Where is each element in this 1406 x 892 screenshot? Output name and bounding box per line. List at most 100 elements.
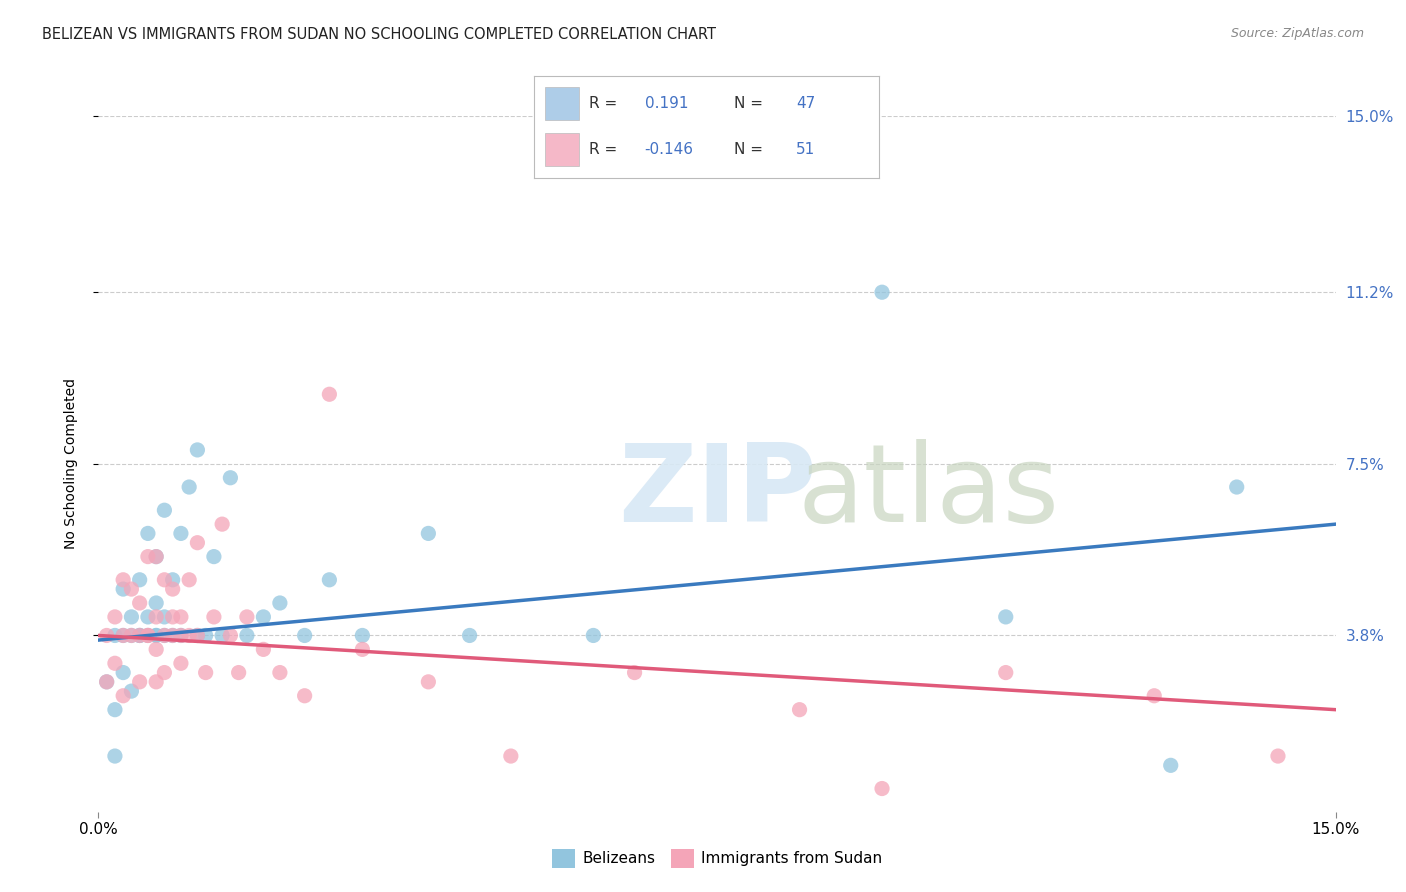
Point [994,665,1017,680]
Point [128,596,150,610]
Point [153,628,176,642]
Point [96,628,118,642]
Point [104,703,127,717]
Point [128,628,150,642]
Point [211,517,233,532]
Point [104,749,127,764]
Point [104,610,127,624]
Point [870,781,893,796]
Point [179,573,201,587]
Point [269,596,291,610]
Point [128,573,150,587]
Point [236,610,259,624]
Point [136,628,159,642]
Point [145,628,167,642]
Text: 47: 47 [796,96,815,111]
Bar [544,87,579,120]
Text: R =: R = [589,142,617,157]
Point [170,610,193,624]
Point [145,642,167,657]
Point [318,387,340,401]
Point [145,596,167,610]
Point [1226,480,1249,494]
Point [228,665,250,680]
Point [145,549,167,564]
Text: -0.146: -0.146 [644,142,693,157]
Point [458,628,481,642]
Text: N =: N = [734,96,763,111]
Point [499,749,522,764]
Point [318,573,340,587]
Point [186,628,208,642]
Point [162,573,184,587]
Point [153,628,176,642]
Point [162,610,184,624]
Point [104,657,127,671]
Point [211,628,233,642]
Point [96,674,118,689]
Point [202,610,225,624]
Point [104,628,127,642]
Point [170,657,193,671]
Point [994,610,1017,624]
Point [162,628,184,642]
Point [153,503,176,517]
Point [170,628,193,642]
Point [153,665,176,680]
Bar [544,133,579,166]
Text: 51: 51 [796,142,815,157]
Point [120,684,142,698]
Point [202,549,225,564]
Point [1160,758,1182,772]
Point [136,628,159,642]
Point [186,628,208,642]
Point [194,665,217,680]
Point [112,665,135,680]
Point [186,442,208,457]
Point [294,628,316,642]
Point [179,628,201,642]
Point [219,471,242,485]
Point [623,665,645,680]
Point [136,549,159,564]
Point [145,610,167,624]
Point [136,610,159,624]
Point [112,628,135,642]
Point [120,582,142,596]
Point [352,628,374,642]
Point [269,665,291,680]
Text: N =: N = [734,142,763,157]
Text: R =: R = [589,96,617,111]
Text: BELIZEAN VS IMMIGRANTS FROM SUDAN NO SCHOOLING COMPLETED CORRELATION CHART: BELIZEAN VS IMMIGRANTS FROM SUDAN NO SCH… [42,27,716,42]
Point [236,628,259,642]
Text: 0.191: 0.191 [644,96,688,111]
Point [120,628,142,642]
Point [252,610,274,624]
Point [96,674,118,689]
Point [1143,689,1166,703]
Point [153,573,176,587]
Point [145,674,167,689]
Point [294,689,316,703]
Point [136,526,159,541]
Text: atlas: atlas [797,439,1060,545]
Point [252,642,274,657]
Point [112,689,135,703]
Y-axis label: No Schooling Completed: No Schooling Completed [63,378,77,549]
Point [219,628,242,642]
Point [1267,749,1289,764]
Point [112,573,135,587]
Point [153,610,176,624]
Point [162,582,184,596]
Point [162,628,184,642]
Point [789,703,811,717]
Point [112,582,135,596]
Point [186,535,208,549]
Point [179,480,201,494]
Point [194,628,217,642]
Point [128,628,150,642]
Point [120,610,142,624]
Point [870,285,893,300]
Point [145,628,167,642]
Point [136,628,159,642]
